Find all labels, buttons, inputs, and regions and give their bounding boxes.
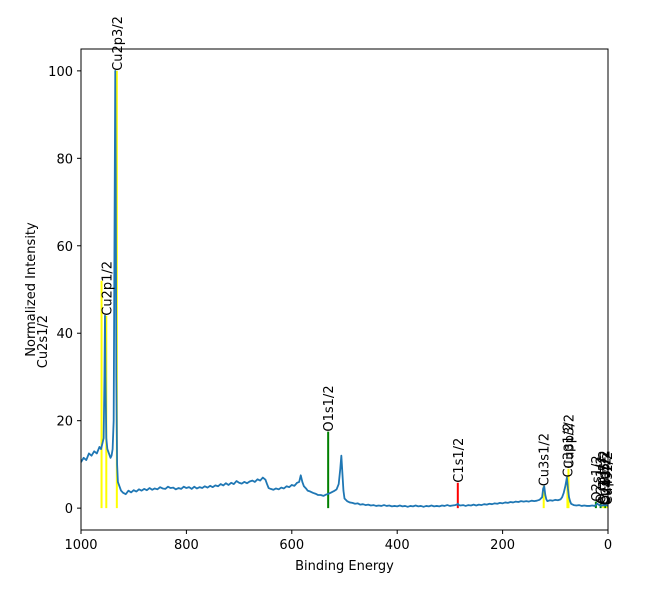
reference-label-3: O1s1/2: [322, 385, 337, 431]
x-tick-label-2: 600: [279, 538, 304, 553]
x-axis-ticks: 1000 800 600 400 200 0: [64, 530, 612, 553]
reference-lines: [100, 70, 608, 509]
reference-label-10: Cu3d3/2: [597, 450, 612, 505]
reference-label-6: Cu3p1/2: [561, 423, 576, 478]
reference-label-2: Cu2p3/2: [111, 16, 126, 71]
reference-label-12: O2p3/2: [599, 457, 614, 505]
reference-label-5: Cu3s1/2: [538, 433, 553, 486]
series-lines: [81, 69, 608, 508]
x-tick-label-0: 1000: [64, 538, 97, 553]
reference-label-9: O2p1/2: [595, 456, 610, 504]
y-tick-label-2: 40: [56, 327, 73, 342]
reference-label-7: Cu3p3/2: [562, 414, 577, 469]
y-tick-label-5: 100: [48, 65, 73, 80]
x-tick-label-1: 800: [174, 538, 199, 553]
reference-label-4: C1s1/2: [452, 438, 467, 483]
axes-frame: [80, 48, 609, 531]
y-axis-ticks: 0 20 40 60 80 100: [48, 65, 81, 517]
x-axis-label: Binding Energy: [295, 559, 394, 574]
reference-label-8: O2s1/2: [590, 455, 605, 501]
y-axis-label: Normalized Intensity: [24, 222, 39, 357]
reference-label-1: Cu2p1/2: [100, 261, 115, 316]
y-tick-label-1: 20: [56, 415, 73, 430]
x-tick-label-4: 200: [490, 538, 515, 553]
y-tick-label-3: 60: [56, 240, 73, 255]
reference-label-0: Cu2s1/2: [36, 315, 51, 368]
x-tick-label-5: 0: [604, 538, 612, 553]
reference-labels: Cu2s1/2 Cu2p1/2 Cu2p3/2 O1s1/2 C1s1/2 Cu3s1/2…: [36, 16, 616, 505]
y-tick-label-0: 0: [65, 502, 73, 517]
spectrum-line-0: [81, 69, 608, 508]
reference-label-11: Cu3d5/2: [598, 450, 613, 505]
x-tick-label-3: 400: [385, 538, 410, 553]
y-tick-label-4: 80: [56, 152, 73, 167]
